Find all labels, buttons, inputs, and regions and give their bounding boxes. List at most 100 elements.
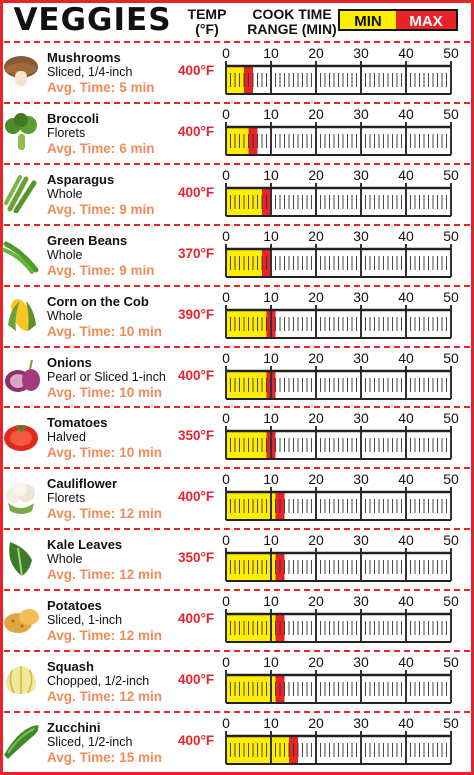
tick-label: 30 [353,654,369,670]
tick-label: 10 [263,410,279,426]
avg-time-label: Avg. Time: [47,689,116,704]
tick-label: 40 [398,167,414,183]
veggie-name: Zucchini [47,719,101,735]
min-segment [226,126,249,155]
legend-max: MAX [396,9,458,31]
veggie-row-potatoes: 0 10 20 30 40 50 Potatoes Sliced, 1-inch Avg. Ti… [0,589,474,650]
avg-time: Avg. Time: 10 min [47,445,162,460]
cook-time-bar: 0 10 20 30 40 50 [222,593,459,644]
tick-label: 10 [263,228,279,244]
min-segment [226,675,276,703]
avg-time-value: 15 min [119,749,163,765]
veggie-row-kale-leaves: 0 10 20 30 40 50 Kale Leaves Whole Avg. Time: 12 … [0,528,474,589]
veggie-cut: Pearl or Sliced 1-inch [47,369,166,384]
tick-label: 30 [353,593,369,609]
temperature: 400°F [178,123,215,139]
tick-label: 0 [222,45,230,61]
tick-label: 20 [308,289,324,305]
cook-time-bar: 0 10 20 30 40 50 [222,532,459,583]
tick-label: 20 [308,350,324,366]
temperature: 350°F [178,550,215,566]
veggie-name: Broccoli [47,110,100,126]
row-divider [4,406,470,409]
corn-icon [8,298,36,331]
green-beans-icon [2,241,39,274]
tick-label: 40 [398,593,414,609]
temperature: 400°F [178,489,215,505]
avg-time-value: 5 min [119,80,155,95]
veggie-name: Asparagus [47,171,115,187]
tick-label: 0 [222,654,230,670]
veggie-name: Cauliflower [47,476,118,492]
tomato-icon [4,425,38,452]
tick-label: 20 [308,410,324,426]
tick-label: 10 [263,471,279,487]
temperature: 400°F [178,184,215,200]
veggie-cut: Chopped, 1/2-inch [47,674,150,688]
tick-label: 0 [222,715,230,731]
tick-label: 40 [398,289,414,305]
temp-header-line1: TEMP [187,6,227,22]
min-segment [226,614,276,643]
tick-label: 10 [263,167,279,183]
tick-label: 0 [222,350,230,366]
tick-label: 30 [353,350,369,366]
tick-label: 50 [443,167,459,183]
tick-label: 30 [353,410,369,426]
min-segment [226,370,267,399]
min-segment [226,431,267,460]
tick-label: 30 [353,106,369,122]
veggie-row-tomatoes: 0 10 20 30 40 50 Tomatoes Halved Avg. Time: 10 mi… [0,406,474,467]
min-segment [226,492,276,521]
avg-time-label: Avg. Time: [47,628,116,644]
temperature: 400°F [178,63,215,78]
cook-time-header: COOK TIME RANGE (MIN) [246,7,338,37]
tick-label: 40 [398,715,414,731]
min-segment [226,553,276,582]
tick-label: 50 [443,289,459,305]
row-divider [4,650,470,652]
tick-label: 50 [443,715,459,731]
avg-time: Avg. Time: 10 min [47,324,162,339]
avg-time-value: 9 min [119,201,155,217]
avg-time: Avg. Time: 15 min [47,750,162,765]
tick-label: 40 [398,532,414,548]
squash-icon [5,666,37,694]
tick-label: 40 [398,45,414,61]
veggie-name: Green Beans [47,232,128,248]
cook-time-bar: 0 10 20 30 40 50 [222,167,459,217]
temperature: 400°F [178,672,215,687]
temp-header: TEMP (°F) [182,7,232,37]
avg-time-label: Avg. Time: [47,749,116,765]
temperature: 400°F [178,732,215,748]
legend-min: MIN [338,9,398,31]
tick-label: 50 [443,410,459,426]
avg-time: Avg. Time: 12 min [47,506,162,521]
temperature: 370°F [178,245,215,261]
avg-time-value: 12 min [119,689,163,704]
veggie-row-broccoli: 0 10 20 30 40 50 Broccoli Florets Avg. Time: 6 mi… [0,101,474,163]
row-divider [4,41,470,43]
cauliflower-icon [6,482,35,515]
row-divider [4,162,470,165]
tick-label: 0 [222,106,230,122]
tick-label: 20 [308,106,324,122]
tick-label: 0 [222,289,230,305]
cook-time-bar: 0 10 20 30 40 50 [222,106,459,156]
row-divider [4,467,470,470]
tick-label: 40 [398,106,414,122]
avg-time-label: Avg. Time: [47,140,116,156]
onion-icon [5,359,40,392]
veggie-name: Squash [47,659,94,674]
avg-time-label: Avg. Time: [47,201,116,217]
avg-time-value: 6 min [119,140,155,156]
avg-time-label: Avg. Time: [47,262,116,278]
tick-label: 40 [398,350,414,366]
tick-label: 0 [222,167,230,183]
tick-label: 20 [308,715,324,731]
avg-time-value: 10 min [119,323,163,339]
tick-label: 10 [263,289,279,305]
veggie-cut: Whole [47,308,83,323]
veggie-row-green-beans: 0 10 20 30 40 50 Green Beans Whole Avg. Time: 9 m… [0,223,474,285]
row-divider [4,710,470,713]
